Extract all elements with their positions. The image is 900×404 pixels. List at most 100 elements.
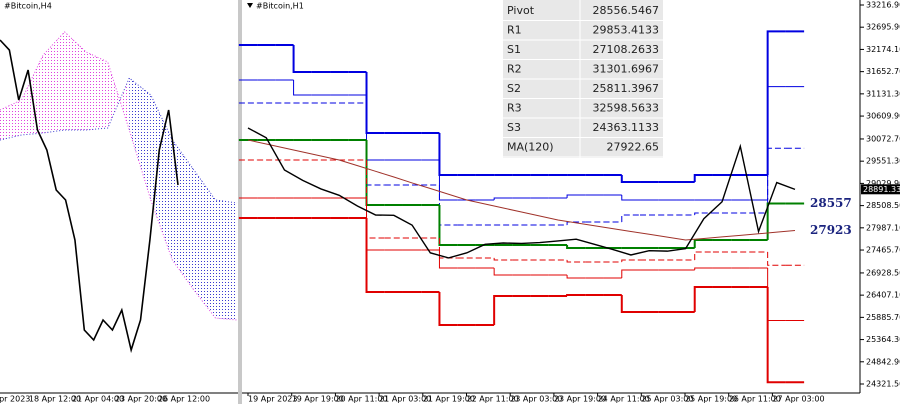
price-line (0, 39, 179, 354)
collapse-icon[interactable] (247, 3, 253, 8)
pivot-level (566, 274, 586, 279)
pivot-level (766, 202, 786, 241)
y-tick-label: 24842.90 (866, 357, 900, 366)
last-price-box (861, 184, 900, 195)
level-annotation: 28557 (810, 196, 852, 210)
pivot-table: Pivot 28556.5467 R1 29853.4133 S1 27108.2633 R… (503, 0, 663, 158)
last-price-label: 28891.33 (863, 185, 900, 194)
pivot-level (620, 174, 641, 184)
pivot-level (693, 173, 713, 183)
x-tick-label: 19 Apr 2023 (248, 395, 297, 404)
cloud (193, 170, 216, 319)
x-tick-label: 21 Apr 19:00 (423, 395, 475, 404)
y-tick-label: 29029.90 (866, 179, 900, 188)
x-tick-label: 23 Apr 19:00 (554, 395, 606, 404)
pivot-level (365, 217, 385, 293)
pivot-level (493, 268, 513, 276)
pivot-level (292, 44, 312, 74)
cloud (107, 61, 130, 130)
pivot-level (566, 293, 586, 297)
pivot-level (693, 286, 713, 313)
row-value: 29853.4133 (593, 24, 659, 37)
y-tick-label: 32174.10 (866, 45, 900, 54)
cloud (215, 200, 237, 320)
pivot-level (566, 221, 586, 226)
cloud (86, 51, 108, 130)
cloud (0, 100, 22, 141)
y-tick-label: 30072.70 (866, 134, 900, 143)
panel-separator (238, 0, 242, 404)
y-tick-label: 33216.90 (866, 0, 900, 9)
y-tick-label: 30609.90 (866, 112, 900, 121)
row-label: S1 (507, 43, 521, 56)
pivot-level (366, 159, 385, 239)
x-tick-label: 23 Apr 03:00 (510, 395, 562, 404)
pivot-level (493, 257, 513, 261)
row-value: 28556.5467 (593, 4, 659, 17)
x-tick-label: 19 Apr 19:00 (292, 395, 344, 404)
pivot-level (621, 259, 641, 262)
cloud (150, 95, 173, 260)
pivot-level (621, 195, 641, 201)
pivot-level (566, 259, 586, 263)
y-tick-label: 32695.90 (866, 23, 900, 32)
pivot-level (621, 269, 641, 279)
x-tick-label: 21 Apr 03:00 (379, 395, 431, 404)
x-tick-label: 26 Apr 11:00 (729, 395, 781, 404)
y-tick-label: 25364.30 (866, 335, 900, 344)
level-annotation: 27923 (810, 223, 852, 237)
x-tick-label: 18 Apr 12:00 (29, 395, 81, 404)
pivot-level (566, 244, 586, 249)
x-tick-label: 24 Apr 11:00 (598, 395, 650, 404)
pivot-level (694, 251, 713, 260)
pivot-level (621, 214, 641, 222)
pivot-level (438, 204, 458, 246)
x-tick-label: 23 Apr 20:00 (115, 395, 167, 404)
row-label: R1 (507, 24, 522, 37)
pivot-level (766, 287, 786, 384)
x-tick-label: Apr 2023 (0, 395, 30, 404)
cloud (43, 31, 65, 133)
pivot-level (767, 147, 786, 213)
y-tick-label: 25885.70 (866, 313, 900, 322)
pivot-level (694, 267, 713, 271)
row-value: 31301.6967 (593, 63, 659, 76)
y-tick-label: 28508.50 (866, 201, 900, 210)
x-tick-label: 21 Apr 04:00 (72, 395, 124, 404)
cloud (64, 31, 87, 130)
pivot-level (438, 291, 458, 326)
row-value: 27922.65 (607, 141, 660, 154)
x-tick-label: 26 Apr 12:00 (158, 395, 210, 404)
y-tick-label: 27465.70 (866, 246, 900, 255)
row-label: R2 (507, 63, 522, 76)
right-chart: 33216.90 32695.90 32174.10 31652.70 31131.30… (238, 0, 900, 404)
moving-average (247, 139, 796, 241)
row-label: Pivot (507, 4, 535, 17)
y-tick-label: 29551.30 (866, 157, 900, 166)
pivot-level (693, 239, 713, 248)
left-title: #Bitcoin,H4 (4, 2, 52, 11)
cloud-span (0, 77, 238, 204)
row-value: 25811.3967 (593, 82, 659, 95)
x-tick-label: 20 Apr 11:00 (335, 395, 387, 404)
row-label: S3 (507, 121, 521, 134)
cloud (129, 78, 151, 201)
row-label: S2 (507, 82, 521, 95)
y-tick-label: 26407.10 (866, 291, 900, 300)
pivot-level (767, 251, 786, 266)
row-value: 32598.5633 (593, 102, 659, 115)
x-tick-label: 25 Apr 19:00 (685, 395, 737, 404)
x-tick-label: 22 Apr 11:00 (467, 395, 519, 404)
pivot-level (620, 294, 641, 314)
row-label: R3 (507, 102, 522, 115)
row-label: MA(120) (507, 141, 554, 154)
pivot-level (493, 197, 513, 201)
row-value: 24363.1133 (593, 121, 659, 134)
x-tick-label: 25 Apr 03:00 (641, 395, 693, 404)
pivot-level (566, 194, 586, 199)
y-tick-label: 27987.10 (866, 223, 900, 232)
y-tick-label: 31131.30 (866, 89, 900, 98)
y-tick-label: 26928.50 (866, 268, 900, 277)
